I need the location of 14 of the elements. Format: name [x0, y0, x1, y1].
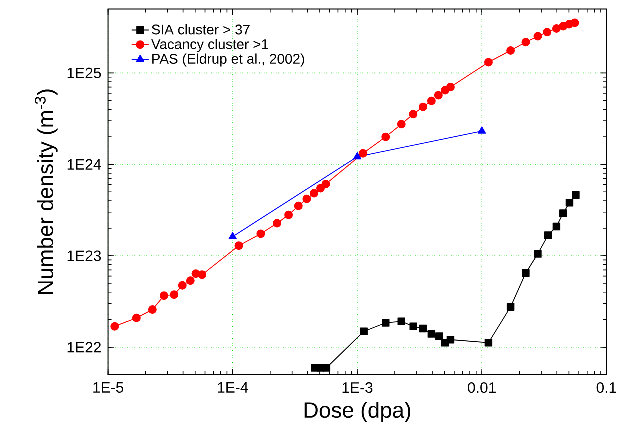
x-tick-label: 1E-5: [94, 382, 124, 393]
legend-label: SIA cluster > 37: [152, 24, 250, 35]
x-tick-label: 0.01: [468, 382, 496, 394]
y-tick-label: 1E24: [68, 159, 102, 170]
legend-label: Vacancy cluster >1: [151, 39, 268, 52]
y-axis-title: Number density (m$^{-3}$): [35, 90, 58, 294]
x-tick-label: 1E-4: [218, 382, 248, 393]
y-tick-label: 1E25: [68, 68, 102, 78]
x-tick-label: 0.1: [596, 382, 616, 394]
y-tick-label: 1E23: [68, 250, 102, 262]
x-tick-label: 1E-3: [342, 382, 373, 394]
y-tick-label: 1E22: [68, 342, 102, 353]
x-axis-title: Dose (dpa): [304, 402, 411, 422]
legend-label: PAS (Eldrup et al., 2002): [152, 54, 304, 67]
